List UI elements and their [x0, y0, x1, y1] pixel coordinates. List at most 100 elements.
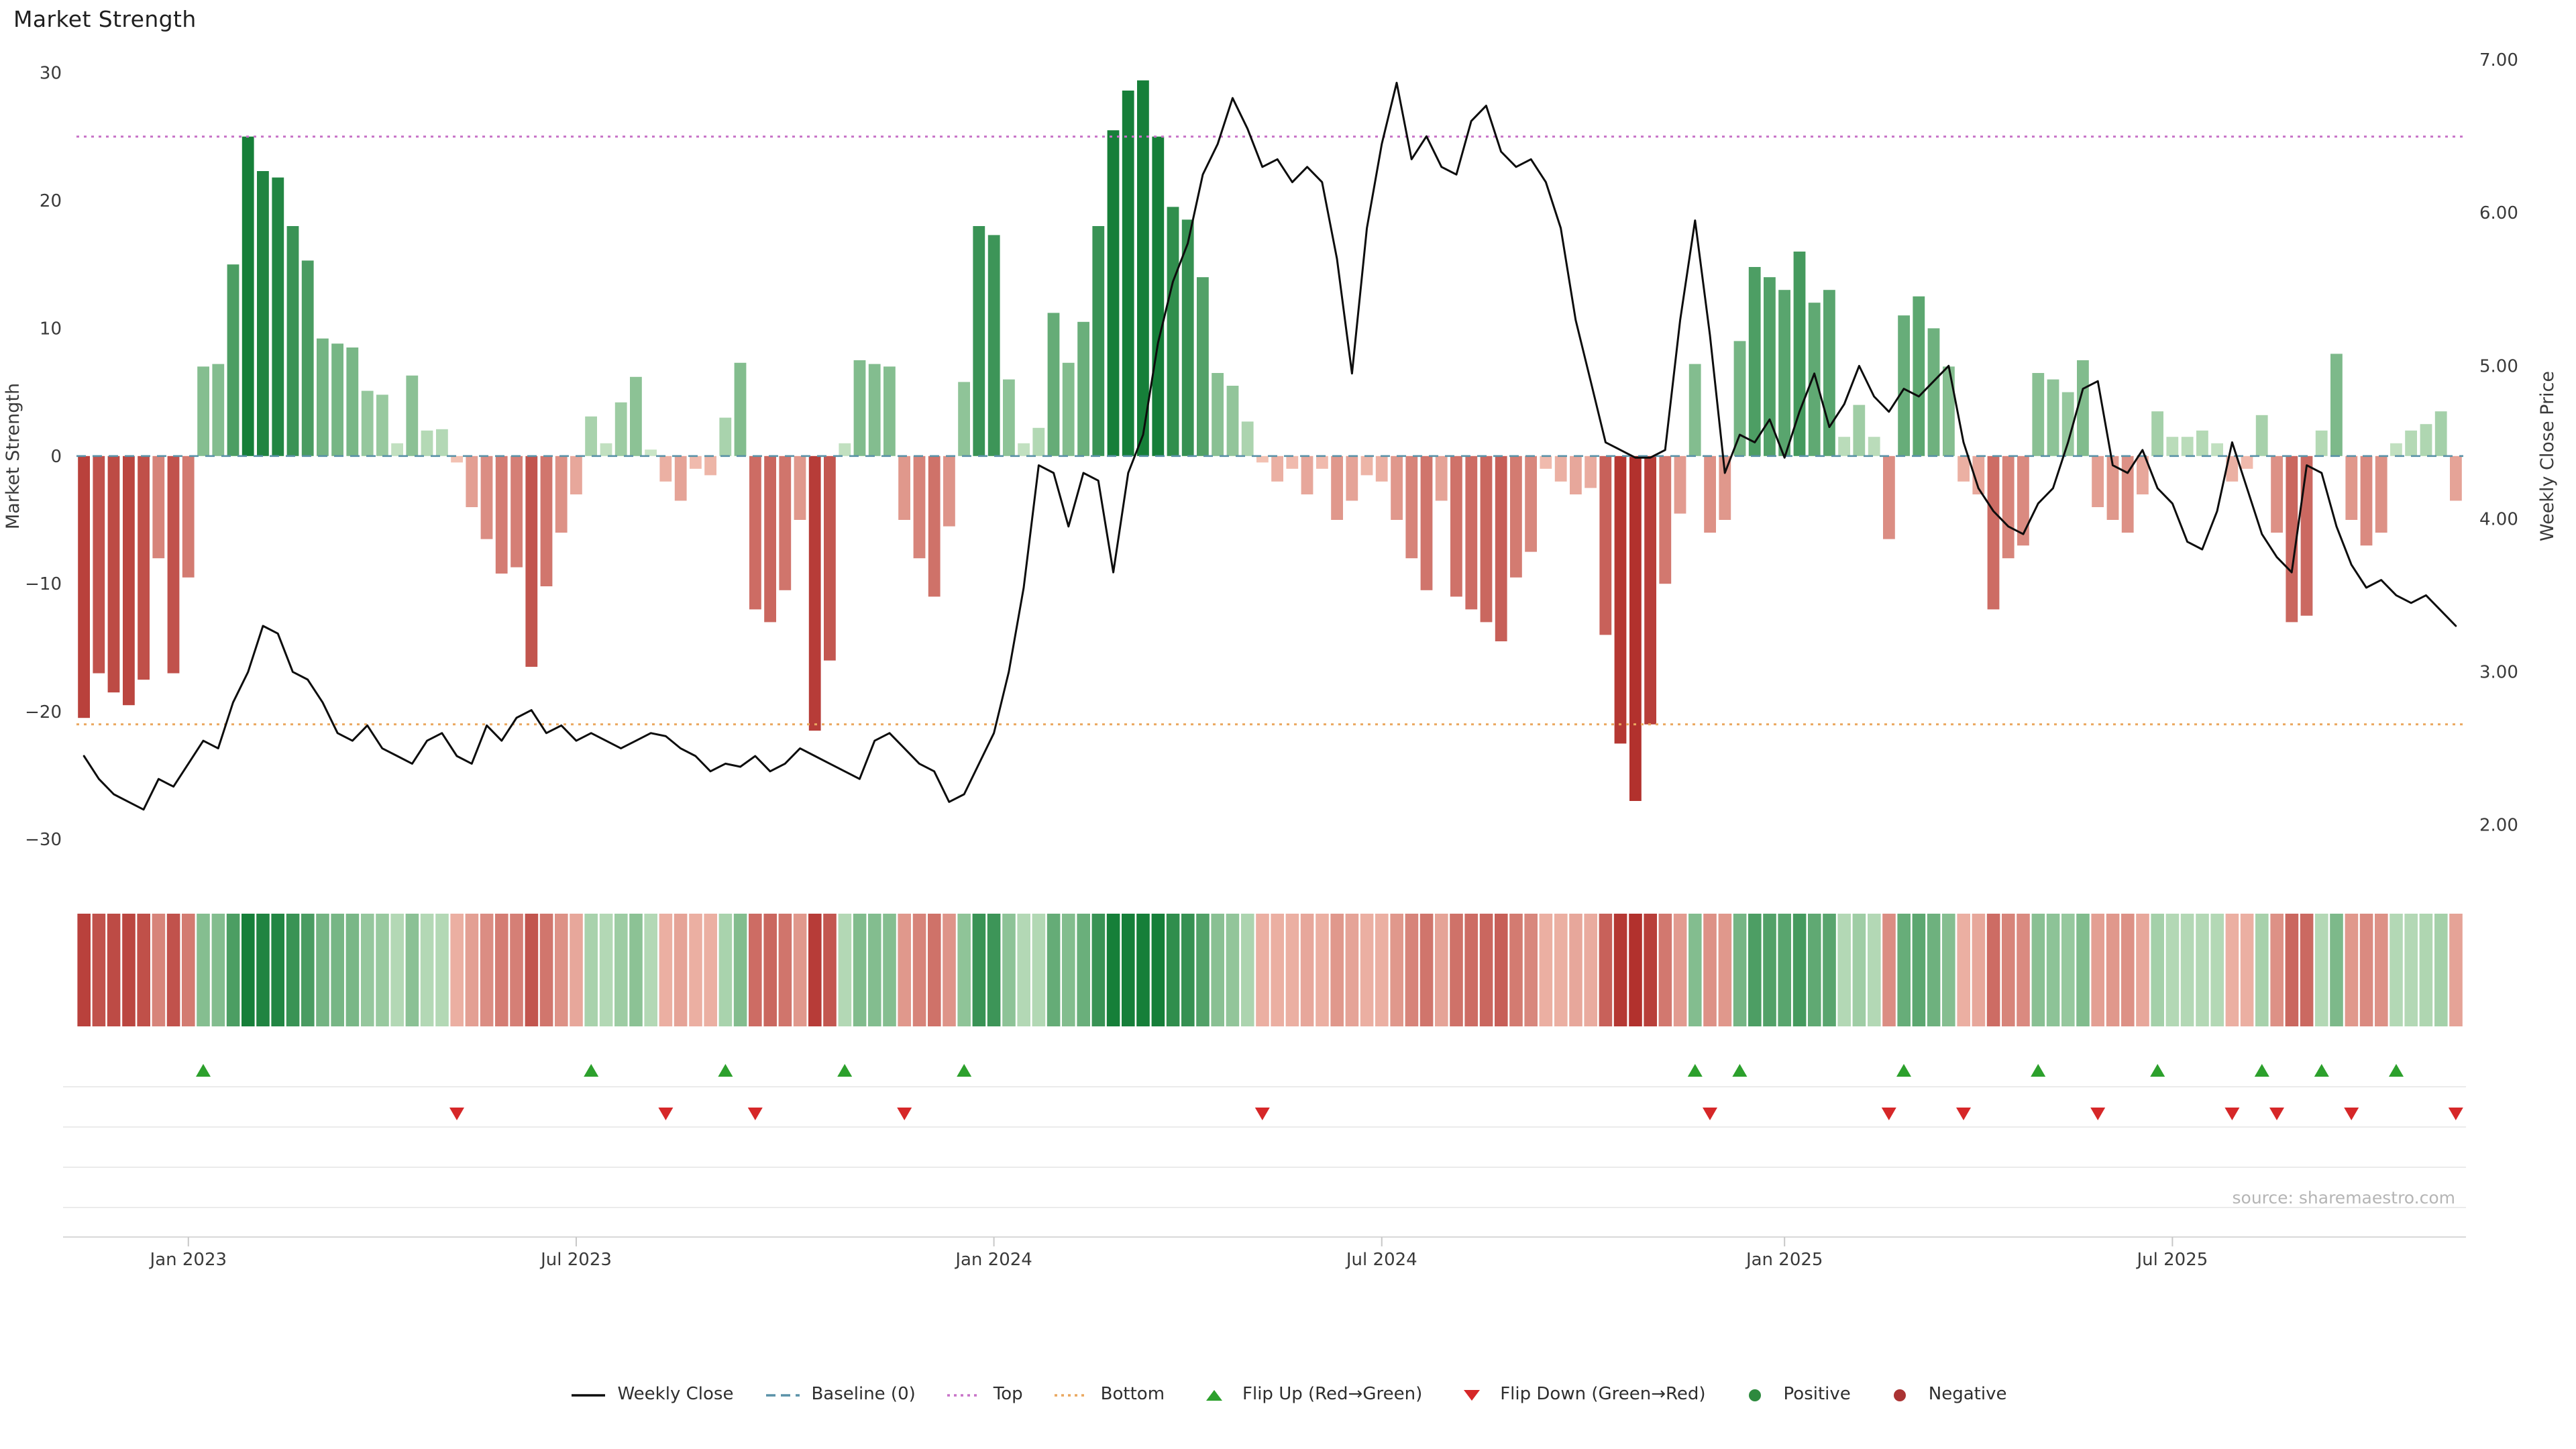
x-tick-label: Jul 2025	[2135, 1250, 2208, 1270]
heatmap-cell	[316, 914, 329, 1026]
heatmap-cell	[733, 914, 747, 1026]
left-tick-label: −10	[25, 574, 62, 594]
legend-item-positive: Positive	[1735, 1385, 1851, 1405]
strength-bar	[555, 455, 568, 533]
heatmap-cell	[182, 914, 195, 1026]
strength-bar	[2420, 424, 2432, 456]
strength-bar	[987, 235, 1000, 456]
heatmap-cell	[1256, 914, 1269, 1026]
legend-swatch-triangle-up	[1206, 1389, 1223, 1400]
strength-bar	[241, 136, 254, 456]
strength-bar	[1972, 455, 1985, 494]
strength-bar	[1092, 226, 1105, 456]
strength-bar	[346, 347, 359, 456]
right-tick-label: 4.00	[2479, 509, 2518, 529]
heatmap-cell	[570, 914, 583, 1026]
flip-up-marker	[2031, 1064, 2046, 1077]
heatmap-cell	[1718, 914, 1732, 1026]
strength-bar	[2286, 455, 2298, 623]
heatmap-cell	[2210, 914, 2224, 1026]
strength-bar	[376, 394, 388, 456]
heatmap-cell	[1927, 914, 1941, 1026]
flip-down-marker	[2224, 1108, 2240, 1120]
flip-up-markers	[196, 1064, 2404, 1077]
legend-item-weekly-close: Weekly Close	[570, 1385, 733, 1405]
strength-bar	[2196, 430, 2208, 456]
legend-item-top: Top	[945, 1385, 1023, 1405]
strength-bar	[1823, 290, 1835, 456]
heatmap-cell	[2017, 914, 2030, 1026]
strength-bar	[1375, 455, 1388, 482]
strength-bar	[630, 376, 642, 456]
strength-bar	[853, 360, 866, 456]
heatmap-cell	[2180, 914, 2194, 1026]
legend-label: Bottom	[1100, 1385, 1165, 1405]
strength-bar	[1614, 455, 1627, 744]
strength-bar	[1554, 455, 1567, 482]
strength-bar	[2315, 430, 2328, 456]
strength-bar	[1286, 455, 1299, 469]
heatmap-cell	[1435, 914, 1448, 1026]
weekly-close-line	[83, 81, 2457, 811]
strength-bar	[1644, 455, 1656, 724]
heatmap-cell	[271, 914, 284, 1026]
heatmap-cell	[2300, 914, 2314, 1026]
strength-bar	[600, 443, 612, 456]
heatmap-cell	[555, 914, 568, 1026]
heatmap-cell	[1017, 914, 1030, 1026]
heatmap-cell	[718, 914, 733, 1026]
strength-bar	[2255, 415, 2268, 456]
heatmap-cell	[912, 914, 926, 1026]
heatmap-cell	[599, 914, 613, 1026]
heatmap-cell	[1271, 914, 1284, 1026]
strength-bar	[2330, 354, 2343, 456]
x-tick-label: Jan 2024	[954, 1250, 1032, 1270]
flip-down-marker	[897, 1108, 912, 1120]
heatmap-cell	[584, 914, 598, 1026]
heatmap-cell	[1584, 914, 1597, 1026]
strength-bar	[182, 455, 195, 578]
strength-bar	[540, 455, 553, 586]
heatmap-cell	[1196, 914, 1210, 1026]
heatmap-cell	[2225, 914, 2239, 1026]
strength-bar	[2450, 455, 2462, 501]
heatmap-cell	[301, 914, 315, 1026]
heatmap-cell	[2345, 914, 2359, 1026]
strength-bar	[2032, 373, 2045, 456]
strength-bar	[1018, 443, 1030, 456]
heatmap-cell	[137, 914, 150, 1026]
strength-bar	[824, 455, 836, 661]
strength-bar	[1704, 455, 1716, 533]
heatmap-cell	[2404, 914, 2418, 1026]
heatmap-cell	[614, 914, 628, 1026]
strength-bar	[1003, 379, 1015, 456]
heatmap-cell	[1613, 914, 1627, 1026]
heatmap-cell	[2002, 914, 2015, 1026]
heatmap-cell	[2255, 914, 2269, 1026]
heatmap-cell	[704, 914, 717, 1026]
strength-bar	[1495, 455, 1507, 641]
heatmap-cell	[928, 914, 941, 1026]
strength-bar	[913, 455, 926, 559]
right-axis-ticks: 7.00 6.00 5.00 4.00 3.00 2.00	[2479, 50, 2518, 835]
legend-swatch-line-solid	[572, 1393, 606, 1396]
strength-bar	[585, 416, 597, 456]
heatmap-cell	[763, 914, 777, 1026]
heatmap-cell	[1316, 914, 1329, 1026]
heatmap-cell	[1360, 914, 1374, 1026]
legend-swatch-line-dotted	[947, 1393, 981, 1396]
heatmap-cell	[1032, 914, 1046, 1026]
strength-bar	[1346, 455, 1358, 501]
strength-bar	[1331, 455, 1343, 520]
left-tick-label: 20	[40, 191, 62, 211]
heatmap-cell	[2091, 914, 2104, 1026]
strength-bar	[451, 455, 463, 463]
heatmap-cell	[2136, 914, 2149, 1026]
legend-swatch-line-dotted	[1055, 1393, 1089, 1396]
strength-bar	[2390, 443, 2402, 456]
legend-swatch-dot	[1749, 1389, 1762, 1401]
strength-bar	[734, 362, 747, 456]
heatmap-cell	[853, 914, 867, 1026]
flip-up-marker	[584, 1064, 599, 1077]
strength-bar	[436, 429, 448, 456]
